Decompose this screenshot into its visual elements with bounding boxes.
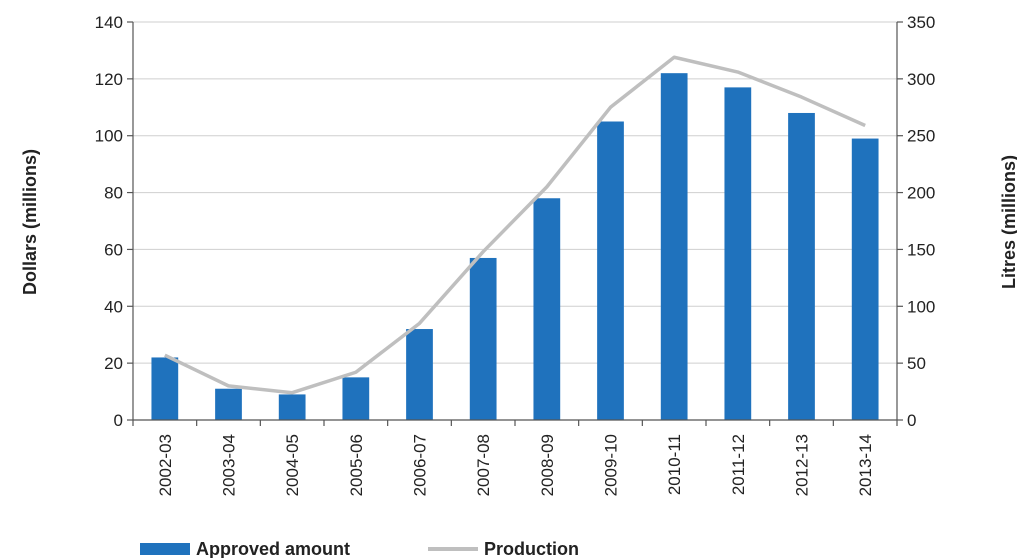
bar-2007-08: [469, 257, 497, 420]
x-tick-label: 2013-14: [856, 434, 875, 496]
bar-2012-13: [788, 112, 815, 420]
left-tick-label: 140: [95, 13, 123, 32]
left-tick-label: 120: [95, 70, 123, 89]
x-tick-label: 2006-07: [411, 434, 430, 496]
x-tick-label: 2002-03: [156, 434, 175, 496]
bar-2006-07: [406, 329, 433, 420]
left-tick-label: 40: [104, 297, 123, 316]
right-tick-label: 150: [907, 240, 935, 259]
right-tick-label: 100: [907, 297, 935, 316]
x-tick-label: 2003-04: [220, 434, 239, 496]
legend: Approved amount Production: [140, 539, 579, 558]
right-tick-label: 200: [907, 184, 935, 203]
bar-2002-03: [151, 357, 179, 420]
right-tick-label: 300: [907, 70, 935, 89]
legend-label-production: Production: [484, 539, 579, 558]
bar-2010-11: [660, 73, 688, 421]
right-axis-title: Litres (millions): [999, 155, 1017, 289]
x-tick-label: 2011-12: [729, 434, 748, 495]
production-line: [164, 55, 866, 395]
left-tick-label: 20: [104, 354, 123, 373]
left-axis-title: Dollars (millions): [20, 149, 40, 295]
bar-2009-10: [597, 121, 624, 420]
bar-2003-04: [215, 388, 242, 420]
right-tick-label: 0: [907, 411, 916, 430]
line-series-production: [164, 55, 866, 395]
x-tick-label: 2004-05: [283, 434, 302, 496]
bar-2004-05: [278, 394, 306, 420]
left-tick-label: 60: [104, 240, 123, 259]
legend-label-approved-amount: Approved amount: [196, 539, 350, 558]
right-tick-label: 50: [907, 354, 926, 373]
legend-swatch-approved-amount: [140, 543, 190, 555]
bar-2005-06: [342, 377, 370, 420]
bar-2013-14: [851, 138, 879, 421]
x-axis-ticks: 2002-03 2003-04 2004-05 2005-06 2006-07 2007-…: [132, 420, 898, 496]
right-tick-label: 250: [907, 127, 935, 146]
x-tick-label: 2012-13: [793, 434, 812, 496]
x-tick-label: 2009-10: [602, 434, 621, 496]
bar-2008-09: [533, 198, 561, 420]
left-axis-ticks: 0 20 40 60 80 100 120 140: [95, 13, 133, 430]
right-tick-label: 350: [907, 13, 935, 32]
left-tick-label: 80: [104, 184, 123, 203]
bar-series-approved-amount: [151, 73, 879, 421]
x-tick-label: 2008-09: [538, 434, 557, 496]
x-tick-label: 2005-06: [347, 434, 366, 496]
x-tick-label: 2010-11: [665, 434, 684, 495]
x-tick-label: 2007-08: [474, 434, 493, 496]
left-tick-label: 0: [114, 411, 123, 430]
left-tick-label: 100: [95, 127, 123, 146]
gridlines: [133, 21, 897, 364]
bar-2011-12: [724, 87, 752, 420]
right-axis-ticks: 0 50 100 150 200 250 300 350: [897, 13, 935, 430]
